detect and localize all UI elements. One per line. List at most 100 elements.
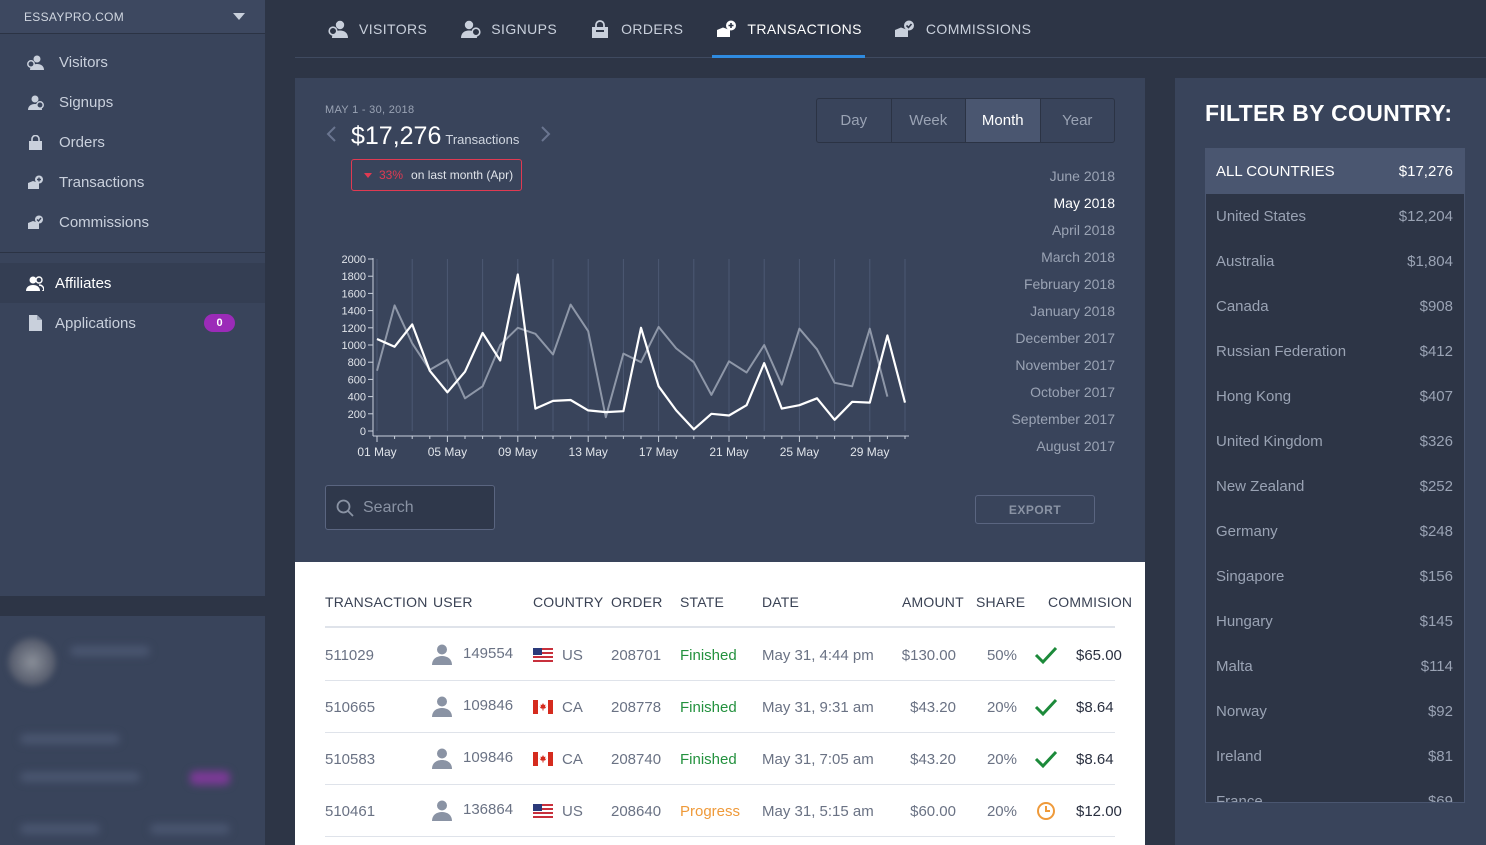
month-item[interactable]: October 2017: [1030, 384, 1115, 400]
col-date[interactable]: DATE: [762, 594, 800, 610]
country-name: Canada: [1216, 298, 1269, 315]
country-filter-item[interactable]: United States $12,204: [1206, 194, 1464, 239]
table-row[interactable]: 511029 149554 US 208701 Finished May 31, 4:44…: [325, 629, 1122, 681]
tab-commissions[interactable]: COMMISSIONS: [894, 0, 1032, 58]
period-day-button[interactable]: Day: [817, 99, 892, 142]
country-filter-item[interactable]: Canada $908: [1206, 284, 1464, 329]
sidebar-item-label: Signups: [59, 93, 114, 111]
country-filter-item[interactable]: Germany $248: [1206, 509, 1464, 554]
y-tick-label: 600: [348, 374, 366, 386]
col-country[interactable]: COUNTRY: [533, 594, 604, 610]
month-item[interactable]: February 2018: [1023, 276, 1115, 292]
col-transaction[interactable]: TRANSACTION: [325, 594, 428, 610]
col-state[interactable]: STATE: [680, 594, 725, 610]
x-tick-label: 13 May: [569, 445, 608, 459]
sidebar-item-orders[interactable]: Orders: [0, 122, 265, 162]
order-id[interactable]: 208740: [611, 751, 662, 768]
blurred-content: [70, 646, 150, 656]
export-button[interactable]: EXPORT: [975, 495, 1095, 524]
sidebar-item-commissions[interactable]: Commissions: [0, 202, 265, 242]
chevron-down-icon[interactable]: [233, 13, 245, 20]
tab-label: COMMISSIONS: [925, 20, 1032, 37]
country-total: $248: [1419, 523, 1453, 540]
x-tick-label: 09 May: [498, 445, 537, 459]
period-month-button[interactable]: Month: [966, 99, 1041, 142]
sidebar-item-applications[interactable]: Applications 0: [0, 303, 265, 343]
month-item[interactable]: August 2017: [1036, 438, 1115, 454]
country-filter-item[interactable]: Australia $1,804: [1206, 239, 1464, 284]
country-filter-item[interactable]: Hong Kong $407: [1206, 374, 1464, 419]
tab-signups[interactable]: SIGNUPS: [459, 0, 557, 58]
country-filter-item[interactable]: Russian Federation $412: [1206, 329, 1464, 374]
sidebar-item-visitors[interactable]: Visitors: [0, 42, 265, 82]
share-cell: 20%: [986, 803, 1017, 820]
user-id[interactable]: 149554: [463, 645, 514, 662]
chevron-right-icon[interactable]: [540, 126, 552, 142]
month-item[interactable]: April 2018: [1051, 222, 1115, 238]
period-week-button[interactable]: Week: [892, 99, 966, 142]
transaction-id[interactable]: 510583: [325, 751, 376, 768]
user-id[interactable]: 109846: [463, 697, 514, 714]
period-year-button[interactable]: Year: [1062, 112, 1093, 129]
top-tabs: VISITORS SIGNUPS ORDERS TRANSACTIONS COM…: [295, 0, 1486, 58]
change-percent: 33%: [379, 168, 404, 182]
visitors-icon: [327, 19, 349, 39]
country-filter-item[interactable]: ALL COUNTRIES $17,276: [1206, 149, 1464, 194]
order-id[interactable]: 208778: [611, 699, 662, 716]
sidebar-divider: [0, 252, 265, 253]
user-id[interactable]: 136864: [463, 801, 514, 818]
order-id[interactable]: 208640: [611, 803, 662, 820]
tab-visitors[interactable]: VISITORS: [327, 0, 427, 58]
transaction-id[interactable]: 510665: [325, 699, 376, 716]
month-item[interactable]: May 2018: [1053, 195, 1115, 211]
us-flag-icon: [533, 648, 553, 662]
total-label: Transactions: [445, 132, 520, 147]
month-item[interactable]: January 2018: [1030, 303, 1115, 319]
orders-icon: [589, 19, 611, 39]
user-id[interactable]: 109846: [463, 749, 514, 766]
country-filter-item[interactable]: Hungary $145: [1206, 599, 1464, 644]
country-filter-item[interactable]: Singapore $156: [1206, 554, 1464, 599]
month-item[interactable]: March 2018: [1041, 249, 1115, 265]
blurred-content: [190, 771, 230, 785]
table-row[interactable]: 510583 109846 CA 208740 Finished May 31, 7:05…: [325, 733, 1115, 785]
site-selector[interactable]: ESSAYPRO.COM: [0, 0, 265, 34]
sidebar-item-label: Visitors: [59, 53, 108, 71]
check-icon: [1034, 749, 1058, 769]
transaction-id[interactable]: 511029: [325, 647, 374, 664]
month-item[interactable]: December 2017: [1015, 330, 1115, 346]
month-item[interactable]: September 2017: [1011, 411, 1115, 427]
table-row[interactable]: 510665 109846 CA 208778 Finished May 31, 9:31…: [325, 681, 1115, 733]
country-total: $81: [1427, 748, 1453, 765]
sidebar-item-transactions[interactable]: Transactions: [0, 162, 265, 202]
sidebar-item-signups[interactable]: Signups: [0, 82, 265, 122]
col-commission[interactable]: COMMISION: [1048, 594, 1133, 610]
document-icon: [26, 314, 44, 332]
country-filter-item[interactable]: Norway $92: [1206, 689, 1464, 734]
order-id[interactable]: 208701: [611, 647, 662, 664]
country-filter-item[interactable]: Malta $114: [1206, 644, 1464, 689]
country-total: $114: [1420, 658, 1453, 675]
col-share[interactable]: SHARE: [976, 594, 1026, 610]
transaction-id[interactable]: 510461: [325, 803, 376, 820]
tab-transactions[interactable]: TRANSACTIONS: [712, 0, 866, 58]
country-filter-item[interactable]: France $69: [1206, 779, 1464, 803]
col-amount[interactable]: AMOUNT: [902, 594, 964, 610]
share-cell: 20%: [986, 751, 1017, 768]
sidebar-item-affiliates[interactable]: Affiliates: [0, 263, 265, 303]
country-filter-item[interactable]: Ireland $81: [1206, 734, 1464, 779]
sidebar-item-label: Commissions: [59, 213, 150, 231]
tab-orders[interactable]: ORDERS: [589, 0, 683, 58]
search-input[interactable]: Search: [325, 485, 495, 530]
month-item[interactable]: June 2018: [1049, 168, 1115, 184]
country-filter-item[interactable]: New Zealand $252: [1206, 464, 1464, 509]
country-name: Malta: [1216, 658, 1253, 675]
table-row[interactable]: 510461 136864 US 208640 Progress May 31, 5:15…: [325, 785, 1122, 837]
month-item[interactable]: November 2017: [1015, 357, 1115, 373]
country-name: France: [1216, 793, 1263, 803]
col-order[interactable]: ORDER: [611, 594, 663, 610]
country-filter-item[interactable]: United Kingdom $326: [1206, 419, 1464, 464]
chevron-left-icon[interactable]: [325, 126, 337, 142]
col-user[interactable]: USER: [433, 594, 473, 610]
state-label: Finished: [680, 647, 737, 664]
